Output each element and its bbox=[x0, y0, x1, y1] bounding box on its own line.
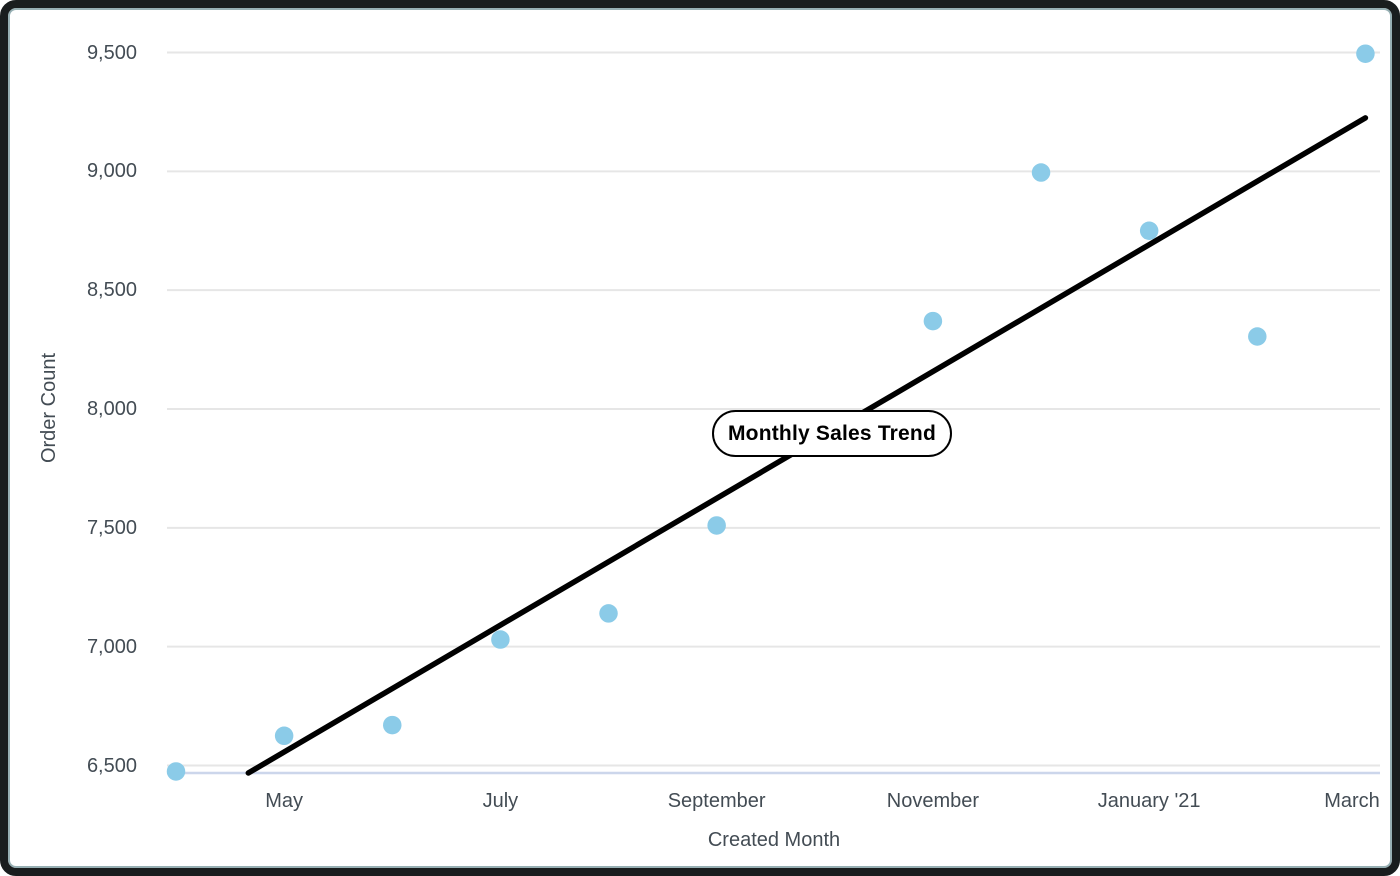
plot-canvas bbox=[166, 44, 1380, 781]
data-point[interactable] bbox=[166, 762, 186, 781]
x-tick-label: January '21 bbox=[1097, 790, 1201, 812]
y-tick-label: 9,500 bbox=[86, 41, 137, 64]
data-point[interactable] bbox=[383, 715, 402, 735]
data-point[interactable] bbox=[599, 604, 618, 623]
data-point[interactable] bbox=[1248, 327, 1267, 346]
data-point[interactable] bbox=[1356, 44, 1375, 63]
data-point[interactable] bbox=[1139, 221, 1159, 241]
x-tick-label: September bbox=[667, 790, 766, 812]
data-point[interactable] bbox=[1031, 163, 1051, 182]
data-point[interactable] bbox=[923, 311, 943, 331]
y-axis-title: Order Count bbox=[38, 352, 60, 464]
y-tick-label: 9,000 bbox=[86, 160, 137, 183]
y-tick-label: 6,500 bbox=[86, 754, 137, 777]
x-tick-label: November bbox=[886, 790, 980, 812]
x-tick-label: May bbox=[265, 790, 304, 812]
y-tick-label: 8,000 bbox=[86, 398, 137, 420]
y-tick-label: 7,500 bbox=[86, 516, 137, 539]
trend-label-pill: Monthly Sales Trend bbox=[712, 410, 952, 457]
y-tick-label: 7,000 bbox=[86, 635, 137, 658]
x-axis-title: Created Month bbox=[707, 829, 841, 851]
x-tick-label: July bbox=[482, 790, 519, 812]
y-tick-label: 8,500 bbox=[86, 279, 137, 302]
scatter-chart: 6,500 7,000 7,500 8,000 8,500 9,000 9,500 May J… bbox=[8, 8, 1392, 868]
trend-label-text: Monthly Sales Trend bbox=[727, 421, 936, 445]
data-point[interactable] bbox=[491, 630, 510, 649]
x-tick-label: March bbox=[1324, 790, 1380, 812]
data-point[interactable] bbox=[707, 516, 726, 535]
data-point[interactable] bbox=[274, 726, 294, 746]
